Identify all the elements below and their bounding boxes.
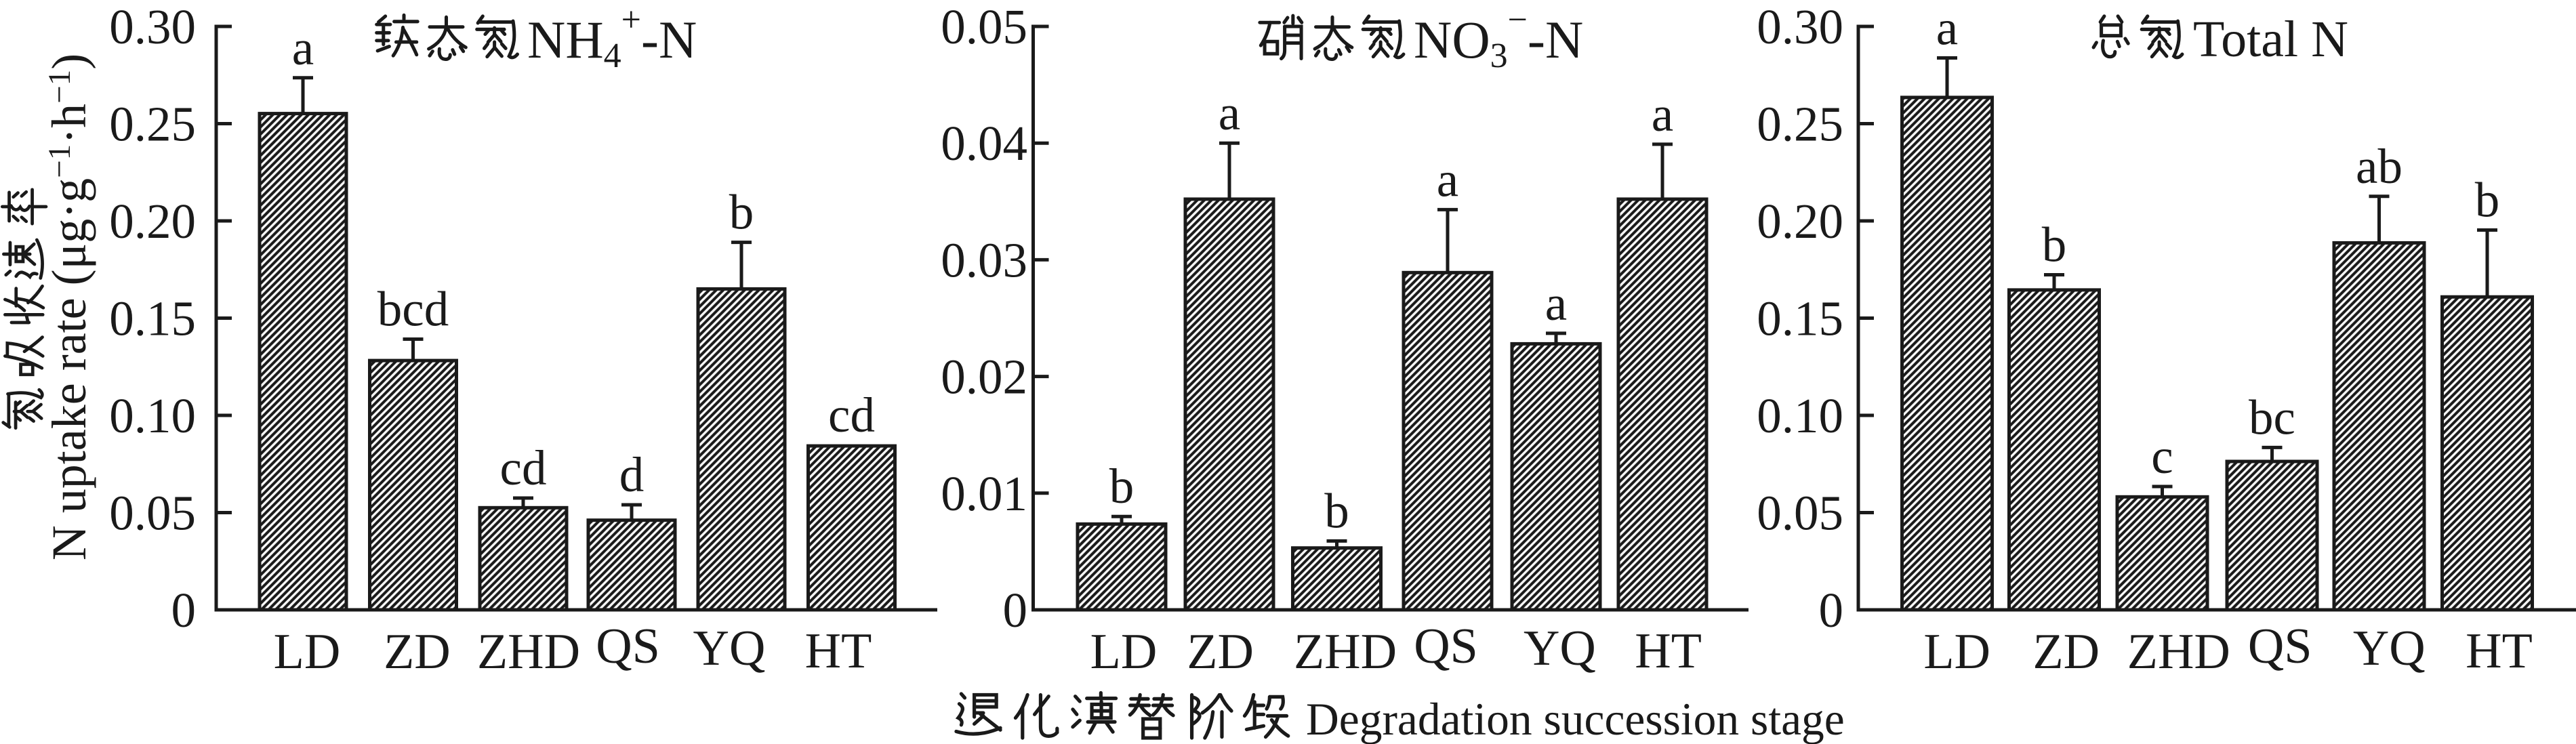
svg-text:N uptake rate (μg·g−1·h−1): N uptake rate (μg·g−1·h−1): [42, 54, 96, 560]
svg-text:0.05: 0.05: [941, 0, 1027, 54]
svg-text:YQ: YQ: [2353, 621, 2426, 676]
svg-text:LD: LD: [274, 624, 341, 680]
svg-text:a: a: [1437, 152, 1458, 207]
svg-text:HT: HT: [1635, 623, 1702, 679]
svg-text:b: b: [1324, 483, 1349, 538]
svg-text:ZD: ZD: [2032, 624, 2100, 680]
svg-text:cd: cd: [500, 440, 547, 495]
svg-text:ZHD: ZHD: [1294, 624, 1397, 680]
svg-text:0: 0: [1003, 583, 1028, 638]
svg-text:c: c: [2151, 429, 2173, 484]
svg-text:0.30: 0.30: [1757, 0, 1843, 54]
svg-text:0.03: 0.03: [941, 232, 1027, 287]
svg-text:a: a: [1219, 85, 1240, 140]
svg-text:b: b: [2042, 218, 2067, 272]
svg-text:0.05: 0.05: [1757, 486, 1843, 541]
svg-text:b: b: [1109, 459, 1134, 514]
svg-text:Total N: Total N: [2193, 11, 2348, 68]
svg-text:a: a: [1936, 1, 1958, 56]
svg-text:YQ: YQ: [693, 621, 766, 676]
svg-text:b: b: [729, 185, 754, 240]
svg-text:0.10: 0.10: [1757, 388, 1843, 443]
svg-text:b: b: [2475, 173, 2500, 228]
svg-text:cd: cd: [828, 388, 875, 442]
svg-text:ZHD: ZHD: [2127, 624, 2230, 680]
svg-text:YQ: YQ: [1524, 621, 1596, 676]
svg-text:0.25: 0.25: [109, 97, 196, 152]
svg-text:QS: QS: [596, 619, 660, 674]
svg-text:0.05: 0.05: [109, 486, 196, 541]
svg-text:0.10: 0.10: [109, 388, 196, 443]
svg-text:bcd: bcd: [377, 282, 449, 337]
svg-text:LD: LD: [1090, 624, 1158, 680]
svg-text:0.04: 0.04: [941, 116, 1027, 171]
svg-text:a: a: [292, 20, 314, 75]
svg-text:0.25: 0.25: [1757, 97, 1843, 152]
svg-text:0: 0: [171, 583, 197, 638]
svg-text:a: a: [1652, 87, 1673, 142]
svg-text:0: 0: [1819, 583, 1844, 638]
svg-text:0.20: 0.20: [1757, 194, 1843, 249]
svg-text:d: d: [619, 447, 645, 502]
svg-text:QS: QS: [2248, 619, 2312, 674]
svg-text:ZHD: ZHD: [477, 624, 580, 680]
svg-text:HT: HT: [2466, 623, 2533, 679]
svg-text:bc: bc: [2249, 390, 2295, 445]
svg-text:0.01: 0.01: [941, 466, 1027, 521]
svg-text:ab: ab: [2356, 139, 2403, 194]
svg-text:HT: HT: [805, 623, 872, 679]
svg-text:Degradation succession stage: Degradation succession stage: [1306, 694, 1845, 744]
svg-text:ZD: ZD: [384, 624, 451, 680]
svg-text:0.30: 0.30: [109, 0, 196, 54]
svg-text:LD: LD: [1923, 624, 1990, 680]
svg-text:0.15: 0.15: [109, 291, 196, 346]
svg-text:0.20: 0.20: [109, 194, 196, 249]
svg-text:QS: QS: [1414, 619, 1478, 674]
svg-text:0.15: 0.15: [1757, 291, 1843, 346]
svg-text:ZD: ZD: [1187, 624, 1254, 680]
svg-text:0.02: 0.02: [941, 350, 1027, 405]
svg-text:a: a: [1545, 276, 1567, 331]
